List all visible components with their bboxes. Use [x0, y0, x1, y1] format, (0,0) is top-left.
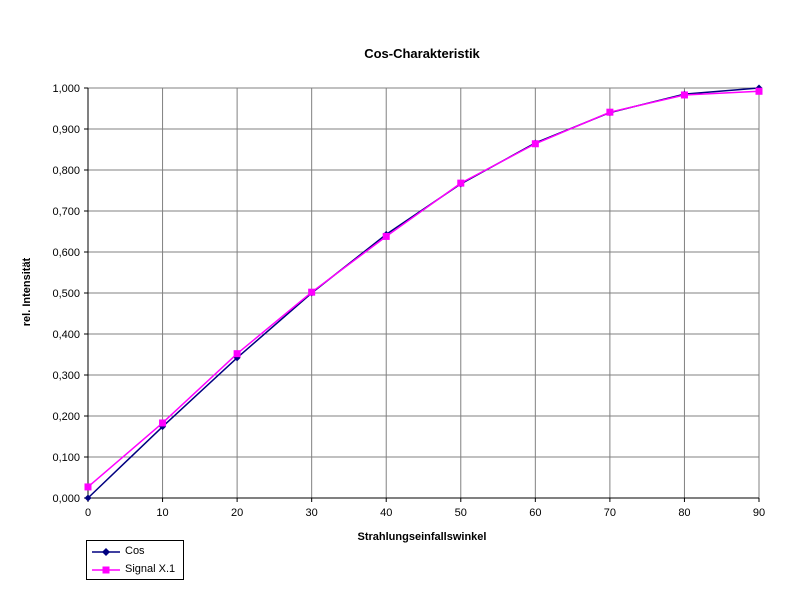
y-tick-label: 0,300 — [52, 370, 80, 382]
chart-title: Cos-Charakteristik — [364, 46, 480, 61]
x-tick-label: 20 — [231, 507, 243, 519]
point-signal — [457, 179, 465, 187]
series-line-signal — [87, 90, 760, 488]
point-signal — [382, 232, 390, 240]
point-signal — [531, 140, 539, 148]
legend-label-signal: Signal X.1 — [125, 563, 176, 575]
point-signal — [606, 108, 614, 116]
point-signal — [159, 419, 167, 427]
point-signal — [755, 87, 763, 95]
legend-marker-cos — [92, 548, 120, 556]
legend-item-signal: Signal X.1 — [91, 562, 183, 578]
y-tick-label: 0,000 — [52, 493, 80, 505]
y-tick-label: 0,600 — [52, 247, 80, 259]
legend-item-cos: Cos — [91, 544, 183, 560]
grid-layer — [87, 87, 760, 499]
point-cos — [84, 494, 92, 502]
x-tick-label: 10 — [156, 507, 168, 519]
x-tick-label: 40 — [380, 507, 392, 519]
point-signal — [233, 350, 241, 358]
point-signal — [308, 288, 316, 296]
x-tick-label: 0 — [85, 507, 91, 519]
legend-label-cos: Cos — [125, 545, 145, 557]
point-signal — [84, 483, 92, 491]
x-tick-label: 30 — [306, 507, 318, 519]
x-tick-label: 70 — [604, 507, 616, 519]
x-tick-label: 50 — [455, 507, 467, 519]
axis-layer: 0,000 0,100 0,200 0,300 0,400 0,500 0,600 0,700… — [52, 83, 765, 519]
y-tick-label: 0,500 — [52, 288, 80, 300]
y-tick-label: 0,700 — [52, 206, 80, 218]
y-tick-label: 0,400 — [52, 329, 80, 341]
x-tick-label: 80 — [678, 507, 690, 519]
x-tick-label: 90 — [753, 507, 765, 519]
y-tick-label: 1,000 — [52, 83, 80, 95]
series-layer — [84, 84, 763, 502]
point-signal — [680, 91, 688, 99]
x-axis-label: Strahlungseinfallswinkel — [358, 531, 487, 543]
y-tick-label: 0,900 — [52, 124, 80, 136]
y-tick-label: 0,200 — [52, 411, 80, 423]
x-tick-label: 60 — [529, 507, 541, 519]
legend: Cos Signal X.1 — [86, 540, 184, 580]
y-tick-label: 0,800 — [52, 165, 80, 177]
y-axis-label: rel. Intensität — [21, 257, 33, 326]
legend-marker-signal — [92, 566, 120, 574]
y-tick-label: 0,100 — [52, 452, 80, 464]
